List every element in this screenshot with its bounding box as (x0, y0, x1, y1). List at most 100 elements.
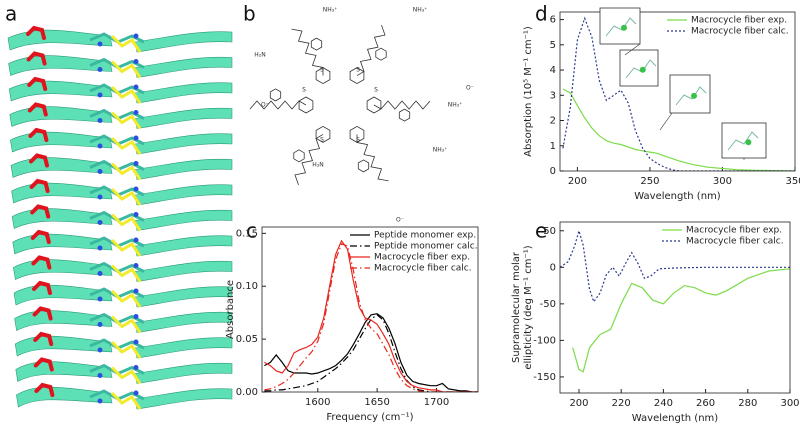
atom (133, 314, 139, 319)
inset-box (669, 74, 711, 114)
atom (133, 59, 139, 64)
atom (133, 365, 139, 370)
plot-area (562, 16, 795, 171)
ribbon (9, 106, 113, 127)
atom-label: O⁻ (396, 217, 404, 224)
atom (133, 33, 139, 39)
disulfide (110, 315, 142, 334)
disulfide (110, 289, 142, 308)
atom-label: S (320, 67, 324, 74)
panel-label: b (243, 2, 256, 26)
ribbon (10, 157, 113, 178)
atom (97, 41, 103, 47)
disulfide (110, 162, 142, 181)
ring (293, 149, 305, 163)
y-tick-label: 0 (550, 166, 556, 177)
y-axis-label: Absorption (10⁵ M⁻¹ cm⁻¹) (523, 26, 534, 157)
ring (357, 159, 370, 173)
x-tick-label: 280 (738, 398, 757, 409)
side-chain (27, 102, 48, 117)
ribbon (134, 107, 233, 129)
ribbon (13, 284, 113, 306)
disulfide (110, 60, 142, 79)
atom (97, 92, 103, 98)
disulfide (110, 264, 142, 283)
atom (97, 245, 103, 251)
side-chain (33, 357, 54, 372)
inset-atom (639, 66, 646, 73)
series-line (562, 88, 795, 171)
ribbon (134, 311, 233, 333)
atom (133, 135, 139, 141)
x-tick-label: 350 (785, 176, 800, 187)
atom-label: H₃N (312, 162, 323, 169)
atom-label: NH₃⁺ (413, 7, 428, 14)
atom-label: H₂N (254, 52, 265, 59)
arm (294, 134, 324, 186)
legend-label: Peptide monomer calc. (374, 242, 478, 252)
x-tick-label: 240 (654, 398, 673, 409)
ribbon (134, 388, 233, 410)
ribbon (134, 184, 233, 206)
atom-label: S (374, 87, 378, 94)
disulfide (110, 187, 142, 206)
atom (133, 84, 139, 90)
atom (97, 347, 103, 353)
ribbon (134, 235, 233, 257)
atom (133, 161, 139, 166)
y-tick-label: -50 (540, 299, 556, 310)
x-tick-label: 300 (713, 176, 732, 187)
atom-label: S (320, 137, 324, 144)
atom (133, 263, 139, 268)
y-tick-label: 3 (550, 90, 556, 101)
legend-label: Macrocycle fiber exp. (374, 253, 470, 263)
disulfide (110, 340, 142, 359)
plot-area (264, 239, 478, 392)
x-axis-label: Wavelength (nm) (634, 191, 720, 202)
ribbon (134, 362, 233, 384)
side-chain (30, 229, 51, 244)
disulfide (110, 111, 142, 130)
ring (398, 108, 411, 122)
y-tick-label: 6 (550, 15, 556, 26)
arm (356, 134, 389, 182)
atom (97, 67, 103, 72)
side-chain (33, 331, 54, 346)
inset-box (721, 122, 767, 159)
y-tick-label: 50 (543, 226, 556, 237)
legend-label: Macrocycle fiber exp. (691, 16, 787, 26)
disulfide (110, 34, 142, 53)
ring (366, 96, 382, 114)
arm (373, 100, 431, 110)
chemical-structure (249, 24, 431, 186)
atom (97, 194, 103, 200)
axes-frame (261, 226, 479, 393)
legend-label: Macrocycle fiber calc. (686, 237, 784, 247)
x-tick-label: 1700 (424, 397, 449, 408)
inset-atom (691, 92, 697, 99)
ring (315, 67, 331, 85)
side-chain (32, 280, 52, 295)
atom (97, 271, 103, 276)
x-tick-label: 220 (612, 398, 631, 409)
disulfide (110, 85, 142, 104)
ribbon (15, 361, 113, 382)
x-tick-label: 200 (569, 398, 588, 409)
side-chain (29, 178, 50, 193)
panel-label: a (5, 2, 17, 26)
inset-box (619, 49, 659, 87)
y-tick-label: 0.00 (236, 387, 258, 398)
ribbon (134, 133, 233, 155)
panel-label: e (535, 219, 547, 243)
atom (133, 237, 139, 243)
x-tick-label: 250 (640, 176, 659, 187)
ring (315, 125, 331, 143)
y-axis-label: Absorbance (225, 280, 236, 339)
inset-molecule (675, 86, 707, 106)
side-chain (28, 127, 49, 142)
x-tick-label: 200 (568, 176, 587, 187)
ribbon (134, 209, 233, 231)
x-tick-label: 1600 (305, 397, 330, 408)
disulfide (110, 136, 142, 155)
axes-frame (559, 11, 796, 172)
